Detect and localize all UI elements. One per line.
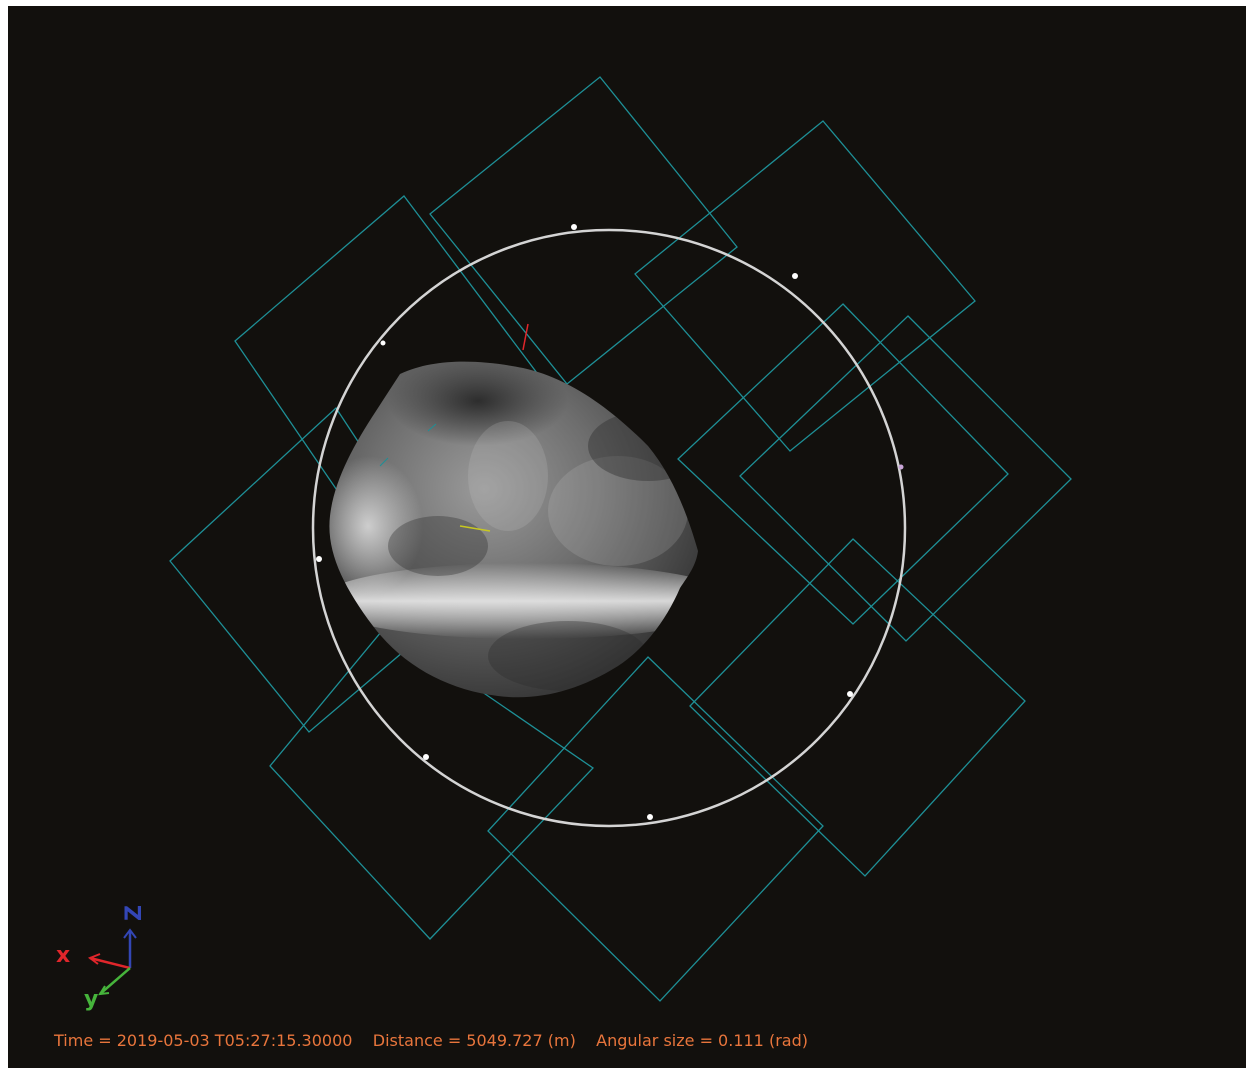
orbit-marker[interactable] — [380, 340, 386, 346]
orbit-marker[interactable] — [571, 224, 577, 230]
orbit-marker[interactable] — [847, 691, 853, 697]
status-bar: Time = 2019-05-03 T05:27:15.30000 Distan… — [54, 1029, 808, 1051]
footprint-6[interactable] — [739, 315, 1072, 642]
footprint-5[interactable] — [677, 303, 1009, 625]
orbit-marker[interactable] — [898, 464, 904, 470]
footprint-3[interactable] — [634, 120, 976, 452]
footprint-9[interactable] — [487, 656, 824, 1002]
surface-vector — [459, 525, 491, 532]
x-axis-arrow — [87, 953, 101, 965]
time-readout: Time = 2019-05-03 T05:27:15.30000 — [54, 1030, 353, 1050]
y-axis-label: y — [84, 987, 98, 1012]
orbit-marker[interactable] — [792, 273, 798, 279]
footprint-8[interactable] — [689, 538, 1026, 877]
orbit-ring — [311, 228, 907, 828]
surface-vector — [427, 423, 437, 432]
z-axis-label: Z — [122, 905, 147, 921]
surface-vector — [379, 457, 389, 467]
asteroid-shape-model[interactable] — [313, 356, 738, 698]
orbit-marker[interactable] — [647, 814, 653, 820]
footprint-1[interactable] — [429, 76, 738, 385]
sun-direction-vector — [522, 323, 529, 351]
orbit-marker[interactable] — [316, 556, 322, 562]
scene-canvas[interactable]: Z x y — [8, 6, 1246, 1068]
3d-viewport[interactable]: Z x y Time = 2019-05-03 T05:27:15.30000 … — [8, 6, 1246, 1068]
orbit-marker[interactable] — [423, 754, 429, 760]
distance-readout: Distance = 5049.727 (m) — [372, 1030, 576, 1050]
x-axis — [89, 956, 131, 970]
z-axis-arrow — [123, 928, 137, 939]
orbit-markers — [316, 224, 904, 820]
y-axis-arrow — [98, 985, 110, 996]
angular-size-readout: Angular size = 0.111 (rad) — [596, 1030, 808, 1050]
axes-triad: Z x y — [56, 905, 147, 1012]
x-axis-label: x — [56, 943, 70, 968]
y-axis — [99, 967, 131, 995]
footprint-7[interactable] — [269, 625, 594, 940]
